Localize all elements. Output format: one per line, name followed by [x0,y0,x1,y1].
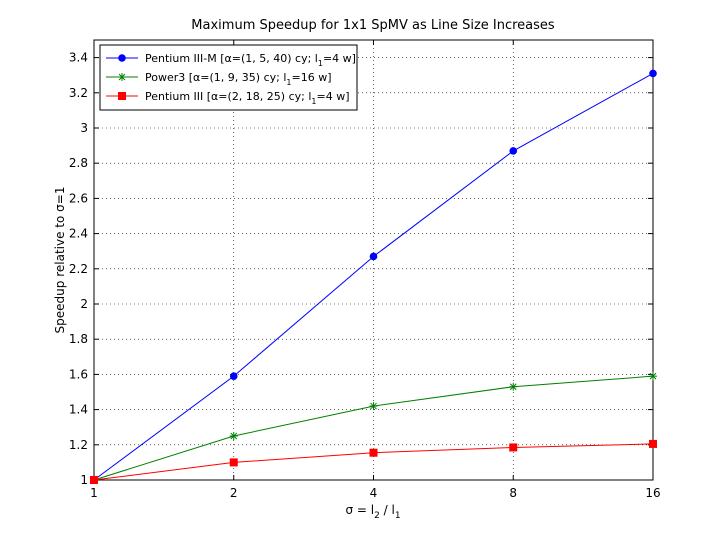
y-tick-label: 2.8 [69,156,88,170]
legend-label-part: =4 w] [317,90,350,103]
data-point-series-2 [229,458,238,467]
x-tick-label: 8 [509,486,517,500]
legend-label-part: Power3 [α=(1, 9, 35) cy; l [145,71,286,84]
y-tick-label: 2 [80,297,88,311]
data-point-series-0 [509,147,518,155]
x-axis-label: σ = l2 / l1 [345,503,400,521]
legend-marker [118,54,126,62]
x-tick-label: 1 [90,486,98,500]
data-point-series-0 [369,252,378,261]
y-tick-label: 1 [80,473,88,487]
data-point-series-1 [649,372,657,381]
data-point-series-2 [649,439,657,448]
star-stroke [118,73,126,81]
legend-label-sub: 1 [311,97,316,106]
data-point-series-2 [90,476,98,484]
data-point-series-2 [509,443,518,452]
legend-marker [118,92,126,100]
legend-entry-label: Pentium III-M [α=(1, 5, 40) cy; l1=4 w] [145,52,356,68]
data-point-series-0 [649,69,657,78]
star-stroke [509,383,517,391]
legend-marker [118,73,126,81]
legend-label-part: Pentium III [α=(2, 18, 25) cy; l [145,90,311,103]
chart-title: Maximum Speedup for 1x1 SpMV as Line Siz… [191,18,555,33]
legend-box [99,44,358,111]
y-tick-label: 2.2 [69,262,88,276]
data-point-series-1 [369,402,378,411]
star-stroke [230,432,238,440]
legend: Pentium III-M [α=(1, 5, 40) cy; l1=4 w]P… [99,44,358,111]
data-point-series-1 [509,382,518,391]
legend-label-sub: 1 [318,59,323,68]
x-tick-label: 2 [230,486,238,500]
series-layer [90,69,657,484]
legend-label-part: =16 w] [291,71,331,84]
legend-label-part: =4 w] [323,52,356,65]
y-tick-label: 3.4 [69,51,88,65]
y-tick-label: 3 [80,121,88,135]
data-point-series-0 [229,372,238,380]
y-tick-label: 1.8 [69,332,88,346]
data-point-series-1 [229,432,238,440]
y-tick-label: 2.6 [69,191,88,205]
y-tick-label: 2.4 [69,227,88,241]
data-point-series-2 [369,448,378,457]
y-tick-label: 1.4 [69,403,88,417]
legend-label-sub: 1 [286,78,291,87]
star-stroke [649,372,657,380]
y-tick-label: 3.2 [69,86,88,100]
y-tick-label: 1.2 [69,438,88,452]
legend-entry-label: Pentium III [α=(2, 18, 25) cy; l1=4 w] [145,90,350,106]
legend-entry-label: Power3 [α=(1, 9, 35) cy; l1=16 w] [145,71,331,87]
x-tick-label: 4 [370,486,378,500]
star-stroke [370,402,377,410]
y-axis-label: Speedup relative to σ=1 [53,187,67,334]
x-tick-label: 16 [645,486,660,500]
y-axis-ticks: 1 1.2 1.4 1.6 1.8 2 2.2 2.4 2.6 2.8 3 3.2 3.4 [69,51,653,487]
legend-label-part: Pentium III-M [α=(1, 5, 40) cy; l [145,52,318,65]
x-axis-ticks: 1 2 4 8 16 [90,40,661,500]
y-tick-label: 1.6 [69,367,88,381]
